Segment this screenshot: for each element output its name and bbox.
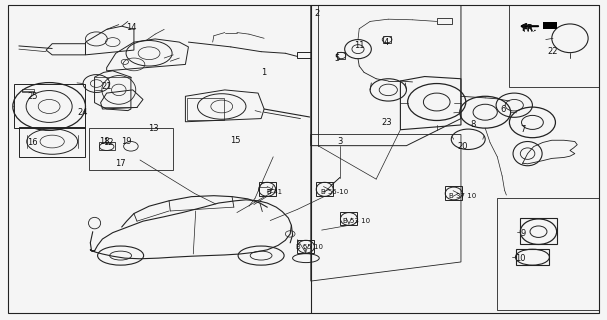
Bar	[259, 182, 276, 196]
Text: 21: 21	[101, 82, 112, 91]
Text: FR.: FR.	[521, 24, 537, 33]
Text: 1: 1	[262, 68, 266, 77]
Text: B 37 10: B 37 10	[449, 193, 476, 199]
Bar	[297, 240, 314, 253]
Text: B 53 10: B 53 10	[343, 218, 370, 224]
Text: 6: 6	[501, 105, 506, 114]
Text: 4: 4	[383, 38, 388, 47]
Text: 17: 17	[115, 159, 125, 168]
Text: 14: 14	[126, 23, 136, 32]
Bar	[100, 142, 115, 150]
Text: 10: 10	[515, 254, 526, 263]
Bar	[445, 187, 462, 200]
Text: 13: 13	[148, 124, 158, 132]
Bar	[187, 98, 223, 120]
Text: 23: 23	[382, 118, 392, 127]
Bar	[22, 89, 34, 92]
Text: 20: 20	[457, 142, 467, 151]
Bar	[337, 52, 345, 59]
Text: 19: 19	[121, 137, 132, 146]
Text: 9: 9	[520, 229, 525, 238]
Bar	[497, 198, 599, 310]
Bar	[516, 249, 549, 265]
Text: FR.: FR.	[522, 25, 535, 34]
Text: 3: 3	[337, 137, 342, 146]
Text: B 55-10: B 55-10	[320, 189, 348, 195]
Text: 11: 11	[354, 41, 364, 51]
Bar	[436, 18, 452, 24]
Text: 22: 22	[548, 47, 558, 56]
Text: 15: 15	[231, 136, 241, 145]
Bar	[89, 128, 173, 170]
Bar	[520, 218, 557, 244]
Bar	[297, 52, 311, 58]
Bar	[341, 212, 358, 225]
Polygon shape	[543, 22, 557, 29]
Text: 18: 18	[99, 137, 110, 146]
Bar	[509, 5, 599, 87]
Text: 16: 16	[27, 138, 38, 147]
Text: 2: 2	[315, 9, 320, 18]
Text: B 55 10: B 55 10	[296, 244, 323, 250]
Bar	[384, 36, 391, 43]
Text: 5: 5	[335, 53, 340, 62]
Text: B-41: B-41	[266, 189, 282, 195]
Text: 8: 8	[470, 120, 476, 129]
Bar	[316, 182, 333, 196]
Text: 7: 7	[520, 124, 526, 133]
Text: 24: 24	[77, 108, 87, 117]
Text: 12: 12	[103, 138, 114, 147]
Text: 25: 25	[27, 92, 38, 101]
